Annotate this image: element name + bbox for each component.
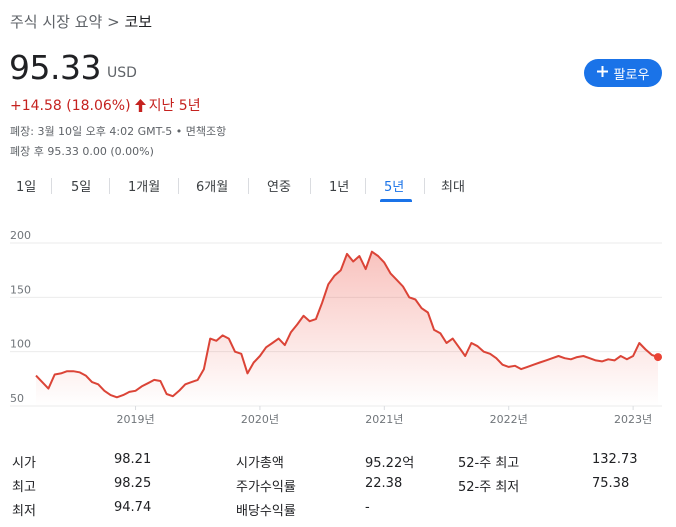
follow-button[interactable]: 팔로우: [584, 59, 662, 87]
y-tick-label: 100: [10, 338, 31, 351]
stat-value-pe-ratio: 22.38: [365, 476, 403, 491]
change-period: 지난 5년: [148, 98, 201, 114]
tab-1y[interactable]: 1년: [329, 180, 350, 195]
x-tick-label: 2023년: [614, 413, 652, 426]
tab-6m[interactable]: 6개월: [196, 180, 229, 195]
stock-price: 95.33: [9, 48, 101, 87]
tab-1m[interactable]: 1개월: [128, 180, 161, 195]
arrow-up-icon: [134, 99, 146, 116]
stat-value-low: 94.74: [114, 500, 152, 515]
stat-label-market-cap: 시가총액: [236, 456, 284, 471]
tab-divider: [424, 178, 425, 194]
stat-label-52w-low: 52-주 최저: [458, 480, 520, 495]
breadcrumb-separator: >: [102, 13, 125, 31]
stat-label-high: 최고: [12, 480, 36, 495]
stat-label-open: 시가: [12, 456, 36, 471]
stat-label-pe-ratio: 주가수익률: [236, 480, 296, 495]
plus-icon: [596, 65, 608, 81]
stat-label-dividend-yield: 배당수익률: [236, 504, 296, 519]
stat-value-52w-low: 75.38: [592, 476, 630, 491]
price-chart[interactable]: 200 150 100 50 2019년 2020년 2021년 2022년 2023년: [0, 226, 676, 434]
x-tick-label: 2021년: [365, 413, 403, 426]
breadcrumb-parent[interactable]: 주식 시장 요약: [10, 13, 103, 31]
tab-5d[interactable]: 5일: [71, 180, 92, 195]
period-tabs: 1일 5일 1개월 6개월 연중 1년 5년 최대: [0, 176, 676, 202]
stat-label-low: 최저: [12, 504, 36, 519]
stat-value-open: 98.21: [114, 452, 152, 467]
tab-divider: [248, 178, 249, 194]
tab-ytd[interactable]: 연중: [267, 180, 291, 195]
tab-divider: [365, 178, 366, 194]
y-tick-label: 200: [10, 229, 31, 242]
market-close-info: 폐장: 3월 10일 오후 4:02 GMT-5 • 면책조항: [10, 125, 227, 138]
stat-label-52w-high: 52-주 최고: [458, 456, 520, 471]
stat-value-52w-high: 132.73: [592, 452, 638, 467]
x-tick-label: 2020년: [241, 413, 279, 426]
tab-divider: [109, 178, 110, 194]
tab-divider: [310, 178, 311, 194]
stat-value-market-cap: 95.22억: [365, 456, 415, 471]
active-tab-indicator: [380, 199, 412, 202]
currency-label: USD: [107, 65, 137, 81]
stat-value-dividend-yield: -: [365, 500, 370, 515]
tab-1d[interactable]: 1일: [16, 180, 37, 195]
price-change: +14.58 (18.06%) 지난 5년: [10, 95, 201, 116]
tab-max[interactable]: 최대: [441, 180, 465, 195]
change-value: +14.58 (18.06%): [10, 98, 131, 114]
after-hours-info: 폐장 후 95.33 0.00 (0.00%): [10, 145, 154, 158]
price-line: [35, 250, 659, 399]
x-tick-label: 2022년: [490, 413, 528, 426]
tab-divider: [51, 178, 52, 194]
breadcrumb-current: 코보: [124, 13, 153, 31]
y-tick-label: 50: [10, 392, 24, 405]
y-tick-label: 150: [10, 283, 31, 296]
tab-5y[interactable]: 5년: [384, 180, 405, 195]
stat-value-high: 98.25: [114, 476, 152, 491]
follow-label: 팔로우: [613, 67, 650, 83]
tab-divider: [178, 178, 179, 194]
x-tick-label: 2019년: [116, 413, 154, 426]
last-price-dot: [654, 353, 662, 362]
breadcrumb: 주식 시장 요약 > 코보: [10, 11, 152, 32]
price-area-fill: [36, 251, 658, 406]
